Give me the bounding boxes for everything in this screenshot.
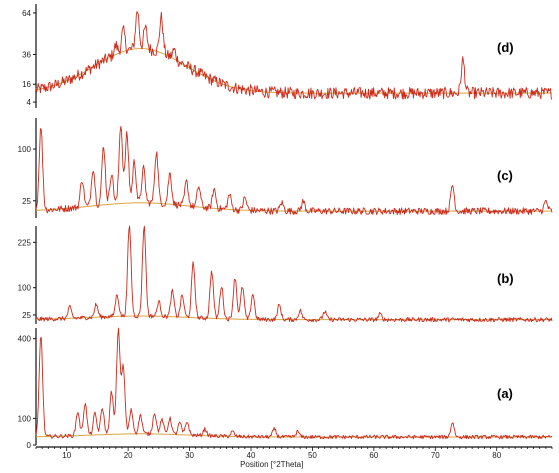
y-tick-label: 36 <box>22 51 31 60</box>
y-tick-label: 4 <box>27 98 32 107</box>
panel-label: (c) <box>497 168 513 183</box>
y-tick-label: 0 <box>27 441 32 450</box>
panel-d: 64 36 16 4 (d) <box>22 4 553 108</box>
y-tick-label: 100 <box>18 284 32 293</box>
x-tick-label: 10 <box>62 451 71 460</box>
panels-group: 64 36 16 4 (d) 100 25 (c) 225 100 25 (b) 400 100 0 (a) <box>18 4 553 450</box>
panel-b: 225 100 25 (b) <box>18 225 553 324</box>
x-tick-label: 40 <box>247 451 256 460</box>
diffraction-pattern <box>35 126 553 215</box>
panel-label: (a) <box>497 386 513 401</box>
diffraction-pattern <box>35 327 553 440</box>
x-tick-label: 30 <box>185 451 194 460</box>
y-tick-label: 16 <box>22 80 31 89</box>
panel-label: (b) <box>497 271 514 286</box>
y-tick-label: 25 <box>22 197 31 206</box>
y-tick-label: 25 <box>22 311 31 320</box>
x-tick-label: 70 <box>431 451 440 460</box>
panel-a: 400 100 0 (a) <box>18 327 553 450</box>
y-tick-label: 100 <box>18 145 32 154</box>
x-axis-title: Position [°2Theta] <box>240 460 303 469</box>
diffraction-pattern <box>35 225 553 323</box>
y-tick-label: 400 <box>18 335 32 344</box>
x-tick-label: 20 <box>124 451 133 460</box>
x-axis: 10 20 30 40 50 60 70 80 Position [°2Theta] <box>35 446 553 469</box>
panel-c: 100 25 (c) <box>18 118 553 218</box>
y-tick-label: 225 <box>18 238 32 247</box>
y-tick-label: 64 <box>22 9 31 18</box>
x-tick-label: 50 <box>308 451 317 460</box>
panel-label: (d) <box>497 40 514 55</box>
y-tick-label: 100 <box>18 414 32 423</box>
x-tick-label: 80 <box>492 451 501 460</box>
diffraction-pattern <box>35 11 553 100</box>
x-tick-label: 60 <box>369 451 378 460</box>
